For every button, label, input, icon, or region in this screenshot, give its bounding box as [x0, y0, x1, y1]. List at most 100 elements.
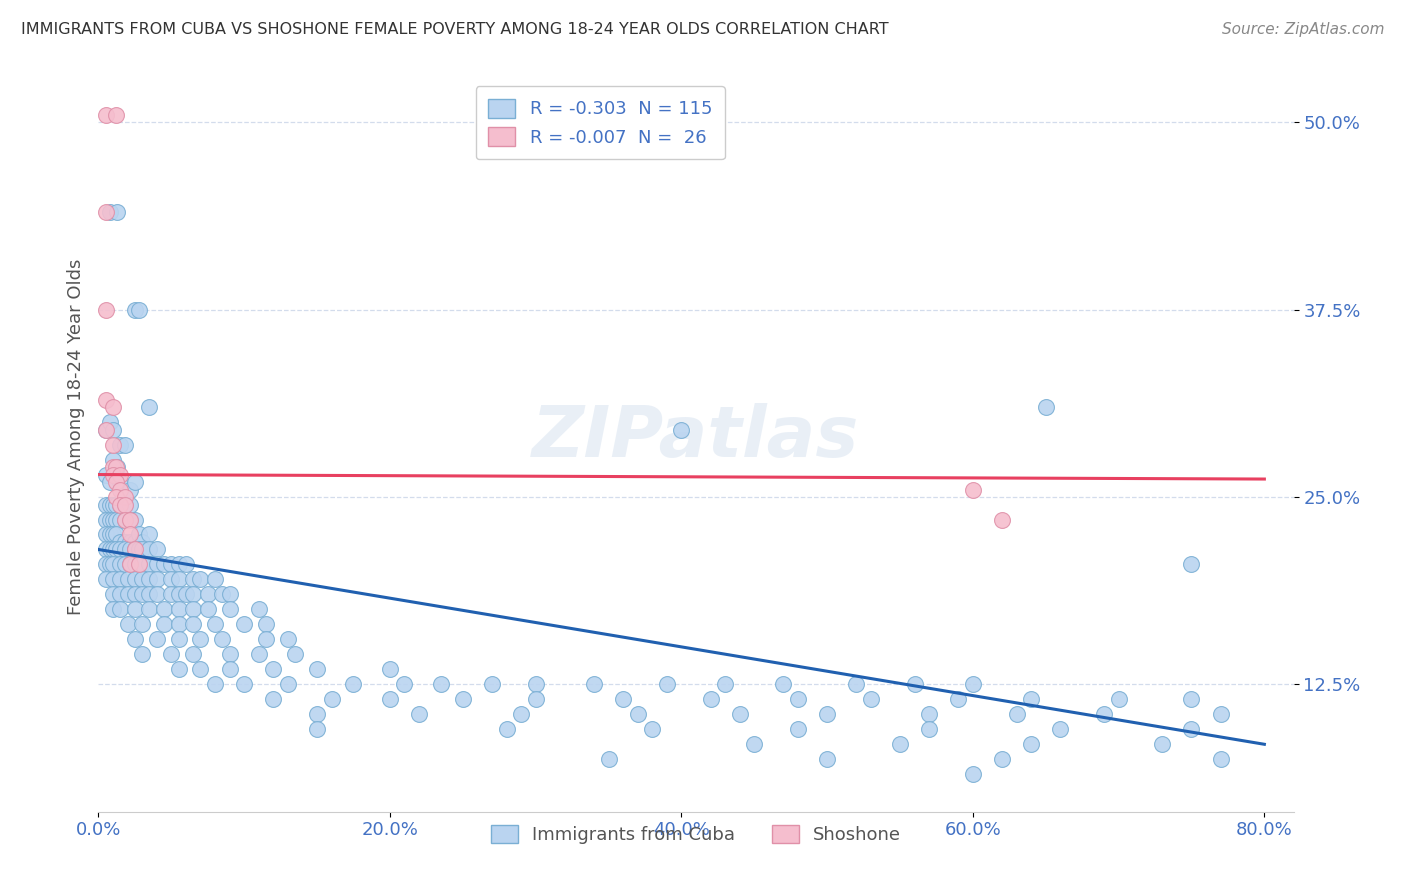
- Point: [262, 662, 284, 676]
- Point: [104, 542, 127, 557]
- Point: [699, 692, 721, 706]
- Point: [124, 632, 146, 647]
- Text: ZIPatlas: ZIPatlas: [533, 402, 859, 472]
- Point: [138, 400, 160, 414]
- Point: [124, 475, 146, 489]
- Point: [114, 512, 136, 526]
- Point: [772, 677, 794, 691]
- Point: [101, 467, 124, 482]
- Point: [120, 483, 142, 497]
- Point: [145, 558, 167, 572]
- Point: [1049, 723, 1071, 737]
- Point: [114, 512, 136, 526]
- Point: [101, 423, 124, 437]
- Point: [104, 108, 127, 122]
- Point: [98, 512, 121, 526]
- Point: [962, 483, 984, 497]
- Point: [104, 467, 127, 482]
- Point: [98, 527, 121, 541]
- Point: [197, 587, 219, 601]
- Point: [1209, 752, 1232, 766]
- Point: [1152, 737, 1174, 751]
- Point: [117, 573, 139, 587]
- Point: [124, 558, 146, 572]
- Point: [110, 535, 132, 549]
- Point: [233, 617, 256, 632]
- Point: [160, 558, 183, 572]
- Point: [110, 483, 132, 497]
- Point: [254, 632, 277, 647]
- Point: [120, 527, 142, 541]
- Point: [101, 542, 124, 557]
- Point: [114, 490, 136, 504]
- Point: [101, 573, 124, 587]
- Point: [1092, 707, 1115, 722]
- Point: [305, 723, 328, 737]
- Point: [204, 677, 226, 691]
- Point: [94, 423, 117, 437]
- Point: [495, 723, 517, 737]
- Point: [991, 512, 1014, 526]
- Point: [145, 587, 167, 601]
- Point: [120, 512, 142, 526]
- Point: [98, 542, 121, 557]
- Point: [612, 692, 634, 706]
- Legend: Immigrants from Cuba, Shoshone: Immigrants from Cuba, Shoshone: [479, 814, 912, 855]
- Point: [110, 437, 132, 451]
- Point: [153, 602, 176, 616]
- Point: [277, 632, 299, 647]
- Point: [815, 707, 838, 722]
- Point: [145, 632, 167, 647]
- Point: [114, 437, 136, 451]
- Point: [167, 632, 190, 647]
- Point: [167, 558, 190, 572]
- Point: [277, 677, 299, 691]
- Point: [110, 587, 132, 601]
- Point: [110, 498, 132, 512]
- Point: [124, 302, 146, 317]
- Point: [94, 467, 117, 482]
- Point: [451, 692, 474, 706]
- Point: [98, 415, 121, 429]
- Point: [124, 587, 146, 601]
- Point: [128, 302, 150, 317]
- Point: [110, 475, 132, 489]
- Point: [714, 677, 737, 691]
- Point: [190, 573, 212, 587]
- Point: [138, 542, 160, 557]
- Point: [254, 617, 277, 632]
- Point: [1180, 558, 1202, 572]
- Point: [98, 475, 121, 489]
- Point: [110, 542, 132, 557]
- Point: [174, 558, 197, 572]
- Point: [1035, 400, 1057, 414]
- Point: [117, 617, 139, 632]
- Point: [120, 498, 142, 512]
- Point: [991, 752, 1014, 766]
- Point: [211, 587, 233, 601]
- Point: [101, 498, 124, 512]
- Point: [1180, 723, 1202, 737]
- Point: [124, 535, 146, 549]
- Point: [138, 558, 160, 572]
- Point: [742, 737, 765, 751]
- Point: [510, 707, 533, 722]
- Point: [114, 535, 136, 549]
- Point: [124, 573, 146, 587]
- Point: [145, 542, 167, 557]
- Point: [94, 542, 117, 557]
- Point: [408, 707, 430, 722]
- Point: [1180, 692, 1202, 706]
- Point: [98, 498, 121, 512]
- Point: [101, 602, 124, 616]
- Point: [114, 498, 136, 512]
- Point: [582, 677, 605, 691]
- Point: [1019, 737, 1042, 751]
- Point: [262, 692, 284, 706]
- Point: [787, 692, 810, 706]
- Point: [138, 573, 160, 587]
- Point: [104, 512, 127, 526]
- Point: [167, 662, 190, 676]
- Point: [153, 558, 176, 572]
- Point: [94, 205, 117, 219]
